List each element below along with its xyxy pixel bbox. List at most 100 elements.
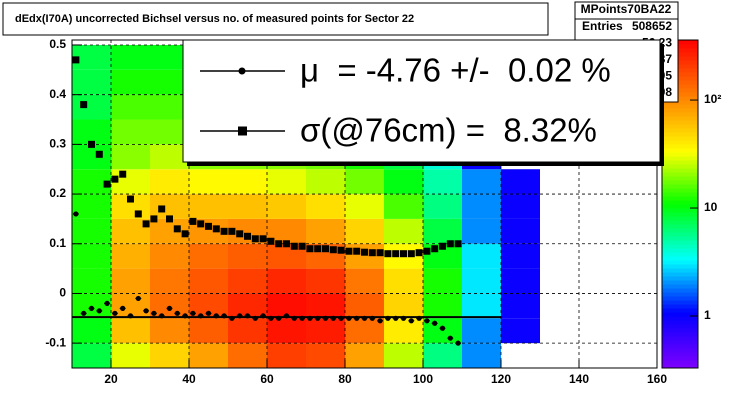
point bbox=[236, 230, 244, 238]
colorbar-step bbox=[662, 204, 698, 209]
heatmap-cell bbox=[345, 318, 384, 344]
colorbar-step bbox=[662, 132, 698, 137]
heatmap-cell bbox=[150, 268, 189, 294]
heatmap-cell bbox=[462, 318, 501, 344]
colorbar-step bbox=[662, 60, 698, 65]
point bbox=[276, 315, 282, 321]
heatmap-cell bbox=[384, 293, 423, 319]
heatmap-cell bbox=[423, 293, 462, 319]
overlay: MPoints70BA22Entries50865256.230.0268720… bbox=[182, 1, 679, 166]
chart-title: dEdx(I70A) uncorrected Bichsel versus no… bbox=[15, 13, 414, 25]
heatmap-cell bbox=[150, 318, 189, 344]
point bbox=[166, 305, 173, 311]
legend-label: σ(@76cm) = 8.32% bbox=[300, 112, 597, 149]
point bbox=[205, 310, 212, 316]
point bbox=[151, 310, 157, 316]
colorbar-step bbox=[662, 144, 698, 149]
point bbox=[119, 170, 127, 178]
point bbox=[283, 313, 290, 319]
heatmap-cell bbox=[111, 144, 150, 170]
heatmap-cell bbox=[228, 268, 267, 294]
point bbox=[252, 315, 258, 321]
colorbar-step bbox=[662, 184, 698, 189]
heatmap-cell bbox=[189, 194, 228, 219]
point bbox=[275, 240, 283, 248]
point bbox=[368, 249, 376, 257]
colorbar-step bbox=[662, 316, 698, 321]
colorbar-step bbox=[662, 100, 698, 105]
colorbar-step bbox=[662, 260, 698, 265]
heatmap-cell bbox=[423, 218, 462, 244]
colorbar-step bbox=[662, 236, 698, 241]
heatmap-cell bbox=[384, 343, 423, 368]
point bbox=[112, 310, 118, 316]
heatmap-cell bbox=[306, 218, 345, 244]
heatmap-cell bbox=[306, 293, 345, 319]
x-tick-label: 120 bbox=[491, 372, 511, 386]
point bbox=[432, 320, 438, 326]
point bbox=[103, 180, 111, 188]
heatmap-cell bbox=[345, 218, 384, 244]
y-tick-label: -0.1 bbox=[45, 335, 66, 349]
point bbox=[181, 230, 189, 238]
colorbar-frame bbox=[661, 39, 699, 369]
heatmap-cell bbox=[423, 343, 462, 368]
colorbar-step bbox=[662, 188, 698, 193]
point bbox=[135, 295, 141, 302]
colorbar-step bbox=[662, 360, 698, 365]
heatmap-cell bbox=[72, 218, 111, 244]
point bbox=[376, 249, 384, 257]
point bbox=[127, 313, 134, 319]
heatmap-cell bbox=[423, 268, 462, 294]
heatmap-cell bbox=[306, 194, 345, 219]
colorbar-step bbox=[662, 52, 698, 57]
stats-value: 508652 bbox=[632, 19, 672, 33]
point bbox=[369, 315, 375, 321]
colorbar-step bbox=[662, 336, 698, 341]
heatmap-cell bbox=[150, 169, 189, 195]
heatmap-cell bbox=[306, 343, 345, 368]
colorbar-step bbox=[662, 288, 698, 293]
colorbar-step bbox=[662, 312, 698, 317]
colorbar-step bbox=[662, 56, 698, 61]
colorbar-step bbox=[662, 128, 698, 133]
colorbar-step bbox=[662, 156, 698, 161]
point bbox=[72, 56, 80, 64]
heatmap-cell bbox=[228, 169, 267, 195]
point bbox=[251, 235, 259, 243]
colorbar-step bbox=[662, 124, 698, 129]
heatmap-cell bbox=[72, 194, 111, 219]
point bbox=[244, 313, 251, 319]
heatmap-cell bbox=[111, 343, 150, 368]
point bbox=[439, 242, 446, 250]
colorbar-step bbox=[662, 296, 698, 301]
heatmap-cell bbox=[345, 293, 384, 319]
heatmap-cell bbox=[72, 94, 111, 120]
point bbox=[283, 240, 290, 248]
point bbox=[111, 175, 119, 183]
heatmap-cell bbox=[228, 243, 267, 269]
point bbox=[454, 240, 462, 248]
colorbar-step bbox=[662, 176, 698, 181]
colorbar-step bbox=[662, 168, 698, 173]
point bbox=[198, 313, 204, 319]
x-tick-label: 80 bbox=[338, 372, 352, 386]
point bbox=[353, 247, 361, 255]
heatmap-cell bbox=[345, 194, 384, 219]
point bbox=[392, 250, 400, 258]
point bbox=[150, 215, 158, 223]
stats-label: Entries bbox=[582, 19, 623, 33]
heatmap-cell bbox=[462, 268, 501, 294]
heatmap-cell bbox=[267, 343, 306, 368]
y-tick-label: 0.3 bbox=[49, 137, 66, 151]
point bbox=[315, 315, 321, 321]
title-box bbox=[2, 2, 549, 36]
point bbox=[291, 315, 297, 321]
colorbar-step bbox=[662, 116, 698, 121]
heatmap-cell bbox=[345, 343, 384, 368]
colorbar-step bbox=[662, 300, 698, 305]
heatmap-cell bbox=[189, 169, 228, 195]
z-tick-label: 10 bbox=[704, 200, 718, 214]
heatmap-cell bbox=[384, 194, 423, 219]
heatmap-cell bbox=[228, 194, 267, 219]
